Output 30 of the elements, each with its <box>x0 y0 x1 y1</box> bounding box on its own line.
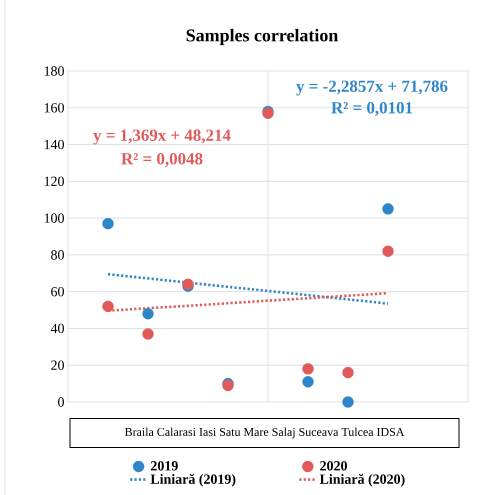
point <box>102 218 114 230</box>
legend-label: 2020 <box>320 461 347 471</box>
legend-label: Liniară (2020) <box>320 474 405 487</box>
annotation: R² = 0,0048 <box>121 153 202 167</box>
point <box>142 308 154 320</box>
y-tick-label: 80 <box>51 250 64 260</box>
y-tick-label: 20 <box>51 360 64 370</box>
y-tick-label: 120 <box>44 176 64 186</box>
annotation: y = 1,369x + 48,214 <box>93 130 231 144</box>
point <box>382 246 394 257</box>
y-tick-label: 180 <box>44 66 64 76</box>
y-tick-label: 160 <box>44 103 64 112</box>
point <box>342 396 354 408</box>
point <box>102 300 114 312</box>
chart-title: Samples correlation <box>186 28 338 46</box>
annotation: y = -2,2857x + 71,786 <box>296 80 448 96</box>
point <box>342 366 354 378</box>
legend-label: 2019 <box>150 461 178 471</box>
text: Braila Calarasi Iasi Satu Mare Salaj Suceava Tulcea IDSA <box>124 428 404 438</box>
y-tick-label: 60 <box>51 286 64 296</box>
point <box>302 363 314 375</box>
annotation: R² = 0,0101 <box>331 102 412 116</box>
y-tick-label: 100 <box>44 213 64 223</box>
point <box>382 203 394 215</box>
y-tick-label: 140 <box>44 140 64 150</box>
y-tick-label: 0 <box>58 397 64 407</box>
y-tick-label: 40 <box>50 324 64 334</box>
point <box>302 376 314 388</box>
legend-label: Liniară (2019) <box>150 474 236 487</box>
point <box>142 328 154 340</box>
